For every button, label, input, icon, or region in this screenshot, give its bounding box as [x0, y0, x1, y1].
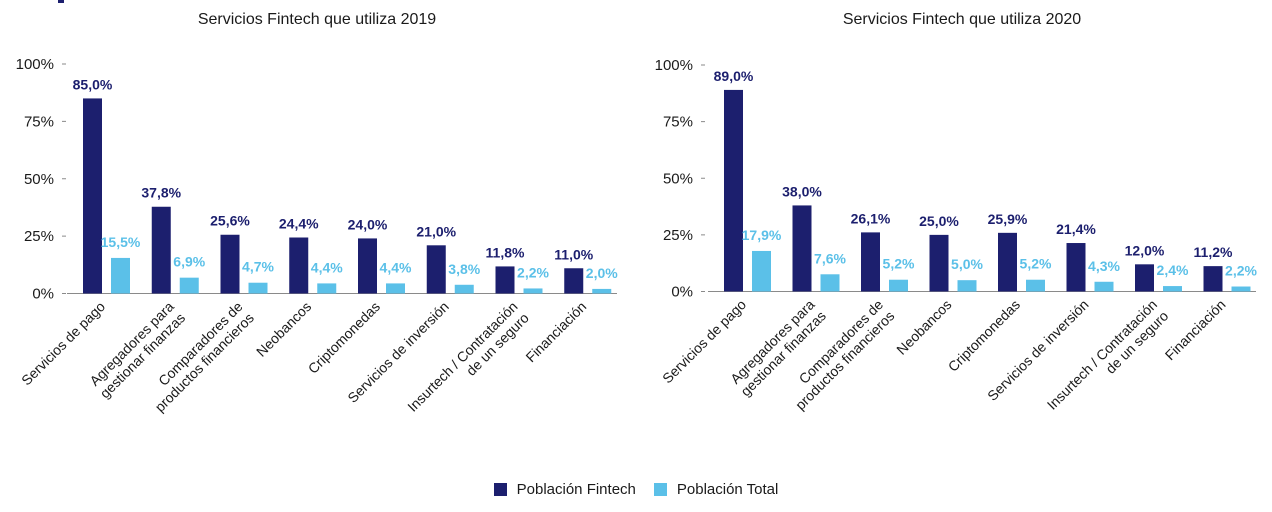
data-label-fintech: 25,0%: [919, 213, 959, 229]
bar-fintech: [724, 89, 743, 292]
bar-total: [454, 284, 474, 294]
bar-fintech: [426, 245, 446, 294]
y-tick-label: 50%: [663, 170, 693, 187]
bar-fintech: [998, 232, 1017, 292]
x-tick-label-line: Financiación: [522, 298, 589, 365]
data-label-fintech: 12,0%: [1125, 242, 1165, 258]
x-tick-label: Financiación: [1162, 296, 1229, 363]
y-tick-label: 0%: [671, 284, 693, 301]
bar-total: [1163, 286, 1182, 292]
bar-fintech: [358, 238, 377, 294]
bar-total: [317, 283, 337, 294]
bar-total: [248, 282, 268, 294]
corner-accent-mark: [58, 0, 64, 3]
x-tick-label: Neobancos: [253, 298, 314, 359]
data-label-fintech: 25,6%: [210, 213, 250, 229]
data-label-total: 5,2%: [883, 256, 915, 272]
legend-item-fintech: Población Fintech: [493, 480, 636, 498]
y-tick-label: 50%: [24, 171, 54, 188]
chart-title-1: Servicios Fintech que utiliza 2020: [843, 11, 1081, 28]
y-tick-label: 25%: [24, 228, 54, 245]
data-label-total: 2,0%: [586, 265, 618, 281]
data-label-fintech: 21,0%: [416, 223, 456, 239]
y-tick-label: 25%: [663, 227, 693, 244]
data-label-fintech: 21,4%: [1056, 221, 1096, 237]
legend-swatch-total: [653, 482, 667, 496]
legend-label-total: Población Total: [676, 480, 779, 498]
data-label-fintech: 38,0%: [782, 183, 822, 199]
data-label-fintech: 24,0%: [348, 216, 388, 232]
data-label-fintech: 11,2%: [1194, 244, 1233, 260]
data-label-total: 4,4%: [380, 259, 412, 275]
bar-total: [889, 279, 908, 292]
bar-fintech: [1203, 266, 1223, 292]
data-label-total: 5,0%: [951, 256, 983, 272]
x-tick-label: Criptomonedas: [945, 296, 1023, 374]
x-tick-label-line: Insurtech / Contratación: [1044, 296, 1160, 412]
data-label-total: 4,7%: [242, 259, 274, 275]
data-label-total: 17,9%: [742, 227, 782, 243]
data-label-fintech: 25,9%: [988, 211, 1028, 227]
bar-total: [820, 274, 840, 292]
x-tick-label-line: Criptomonedas: [305, 298, 383, 376]
data-label-fintech: 26,1%: [851, 210, 891, 226]
bar-total: [957, 280, 977, 292]
bar-fintech: [151, 206, 171, 294]
y-tick-label: 75%: [24, 113, 54, 130]
x-tick-label-line: Criptomonedas: [945, 296, 1023, 374]
x-tick-label-line: Financiación: [1162, 296, 1229, 363]
bar-total: [1231, 286, 1251, 292]
bar-total: [1094, 281, 1114, 292]
y-tick-label: 100%: [16, 56, 54, 73]
x-tick-label-line: Neobancos: [893, 296, 954, 357]
bar-fintech: [220, 234, 240, 294]
y-tick-label: 75%: [663, 114, 693, 131]
bar-fintech: [495, 266, 515, 294]
bar-fintech: [792, 205, 812, 292]
y-tick-label: 0%: [32, 286, 54, 303]
x-tick-label: Criptomonedas: [305, 298, 383, 376]
x-tick-label-line: Insurtech / Contratación: [404, 298, 520, 414]
data-label-total: 2,2%: [517, 264, 549, 280]
bar-total: [111, 257, 130, 294]
data-label-total: 2,2%: [1225, 263, 1257, 279]
bar-total: [386, 283, 405, 294]
data-label-fintech: 85,0%: [73, 76, 113, 92]
bar-total: [752, 250, 771, 292]
data-label-total: 15,5%: [101, 234, 141, 250]
legend-swatch-fintech: [493, 482, 507, 496]
data-label-total: 5,2%: [1020, 256, 1052, 272]
data-label-fintech: 24,4%: [279, 216, 319, 232]
data-label-fintech: 11,0%: [554, 246, 593, 262]
data-label-fintech: 89,0%: [714, 68, 754, 84]
bar-fintech: [861, 232, 880, 292]
data-label-fintech: 37,8%: [141, 185, 181, 201]
x-tick-label-line: Neobancos: [253, 298, 314, 359]
data-label-total: 7,6%: [814, 250, 846, 266]
bar-total: [1026, 279, 1045, 292]
data-label-fintech: 11,8%: [486, 244, 525, 260]
bar-fintech: [83, 98, 102, 294]
bar-fintech: [929, 234, 949, 292]
chart-title-0: Servicios Fintech que utiliza 2019: [198, 11, 436, 28]
data-label-total: 2,4%: [1157, 262, 1189, 278]
bar-fintech: [1135, 264, 1154, 292]
bar-fintech: [564, 268, 584, 294]
bar-fintech: [289, 237, 309, 294]
charts-canvas: Servicios Fintech que utiliza 2019 0% 25% 5…: [16, 11, 1258, 415]
data-label-total: 4,3%: [1088, 258, 1120, 274]
bar-total: [523, 288, 543, 294]
bar-total: [592, 288, 612, 294]
data-label-total: 6,9%: [173, 254, 205, 270]
bar-fintech: [1066, 243, 1086, 292]
data-label-total: 4,4%: [311, 259, 343, 275]
chart-legend: Población Fintech Población Total: [0, 478, 1272, 500]
data-label-total: 3,8%: [448, 261, 480, 277]
x-tick-label: Financiación: [522, 298, 589, 365]
bar-total: [179, 277, 199, 294]
x-tick-label: Neobancos: [893, 296, 954, 357]
legend-label-fintech: Población Fintech: [516, 480, 636, 498]
legend-item-total: Población Total: [653, 480, 779, 498]
y-tick-label: 100%: [655, 57, 693, 74]
